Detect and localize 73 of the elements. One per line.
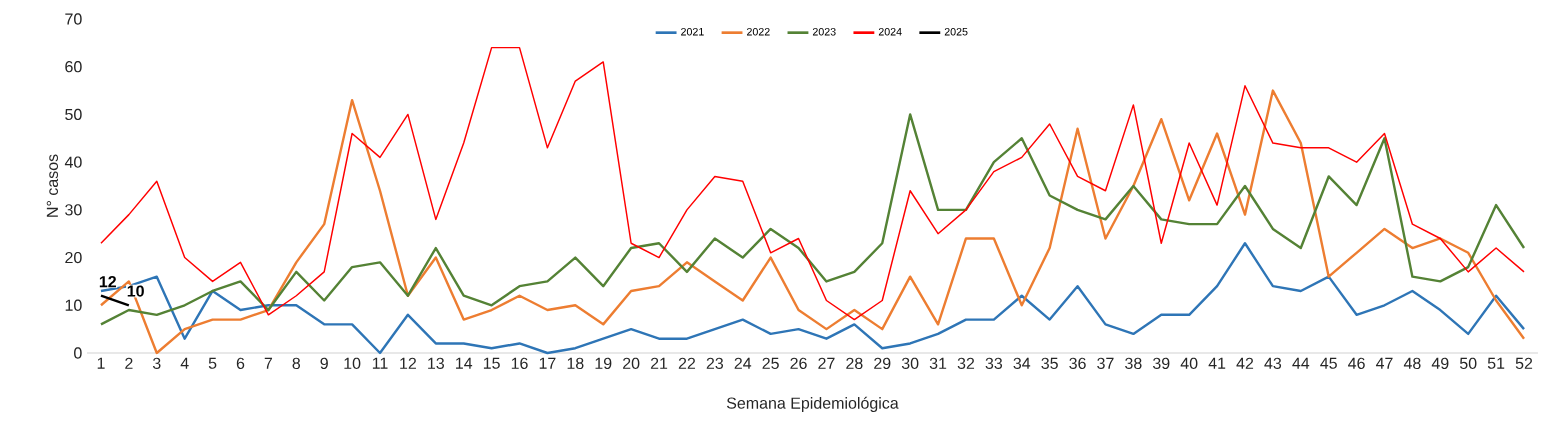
x-tick-label: 11 xyxy=(372,357,388,369)
y-tick-label: 20 xyxy=(65,251,82,264)
x-tick-label: 51 xyxy=(1487,357,1505,369)
x-tick-label: 45 xyxy=(1320,357,1337,369)
x-tick-label: 43 xyxy=(1264,357,1282,370)
x-tick-label: 31 xyxy=(929,357,947,370)
x-tick-label: 32 xyxy=(957,357,975,370)
x-tick-label: 16 xyxy=(511,357,528,370)
y-tick-label: 70 xyxy=(65,13,82,25)
data-label: 12 xyxy=(99,276,116,288)
x-tick-label: 23 xyxy=(706,357,724,370)
x-tick-label: 4 xyxy=(180,357,189,369)
x-tick-label: 8 xyxy=(292,357,301,370)
line-series xyxy=(99,242,1526,355)
x-tick-label: 7 xyxy=(264,357,273,369)
y-tick-label: 10 xyxy=(65,299,82,311)
x-tick-label: 30 xyxy=(901,357,919,370)
x-tick-label: 27 xyxy=(818,357,835,369)
legend-label: 2025 xyxy=(944,27,968,36)
x-tick-label: 14 xyxy=(456,357,473,369)
line-series xyxy=(100,46,1525,321)
x-tick-label: 44 xyxy=(1292,357,1310,369)
x-tick-label: 35 xyxy=(1041,357,1058,370)
x-tick-label: 42 xyxy=(1236,357,1254,369)
legend-label: 2022 xyxy=(747,27,770,36)
x-tick-label: 38 xyxy=(1125,357,1142,370)
y-tick-label: 40 xyxy=(64,156,82,168)
x-tick-label: 26 xyxy=(790,357,807,370)
x-tick-label: 1 xyxy=(97,357,105,369)
x-tick-label: 52 xyxy=(1515,357,1533,370)
x-tick-label: 28 xyxy=(846,357,863,370)
x-tick-label: 6 xyxy=(236,357,245,370)
x-tick-label: 15 xyxy=(483,357,500,369)
x-tick-label: 21 xyxy=(650,357,668,369)
x-tick-label: 40 xyxy=(1180,357,1198,370)
x-tick-label: 20 xyxy=(623,357,640,370)
x-tick-label: 47 xyxy=(1375,357,1393,369)
x-tick-label: 25 xyxy=(762,357,779,370)
x-tick-label: 22 xyxy=(678,357,696,369)
x-tick-label: 37 xyxy=(1097,357,1114,370)
x-tick-label: 49 xyxy=(1431,357,1449,370)
x-tick-label: 24 xyxy=(734,357,752,369)
x-tick-label: 12 xyxy=(400,357,416,369)
x-tick-label: 17 xyxy=(539,357,556,369)
x-tick-label: 29 xyxy=(874,357,891,370)
x-tick-label: 48 xyxy=(1403,357,1421,370)
x-tick-label: 50 xyxy=(1459,357,1477,370)
x-tick-label: 41 xyxy=(1208,357,1226,369)
x-axis-title: Semana Epidemiológica xyxy=(726,396,899,412)
y-tick-label: 0 xyxy=(74,347,82,359)
y-axis-title: N° casos xyxy=(46,154,59,217)
x-tick-label: 9 xyxy=(320,357,328,370)
x-tick-label: 2 xyxy=(125,357,133,369)
line-series xyxy=(99,113,1526,326)
x-tick-label: 10 xyxy=(344,357,361,370)
x-tick-label: 39 xyxy=(1152,357,1170,370)
legend-label: 2024 xyxy=(878,27,902,36)
y-tick-label: 50 xyxy=(65,108,82,121)
x-tick-label: 13 xyxy=(428,357,444,370)
x-tick-label: 36 xyxy=(1069,357,1086,370)
x-tick-label: 19 xyxy=(595,357,612,370)
legend-label: 2023 xyxy=(812,27,836,36)
x-tick-label: 33 xyxy=(985,357,1003,370)
legend-label: 2021 xyxy=(681,27,704,36)
x-tick-label: 5 xyxy=(208,357,217,369)
x-tick-label: 3 xyxy=(152,357,161,370)
line-series xyxy=(99,89,1526,355)
data-label: 10 xyxy=(127,285,144,297)
x-tick-label: 18 xyxy=(567,357,584,370)
x-tick-label: 34 xyxy=(1013,357,1031,370)
y-tick-label: 60 xyxy=(65,61,82,73)
x-tick-label: 46 xyxy=(1348,357,1365,370)
y-tick-label: 30 xyxy=(65,204,82,216)
